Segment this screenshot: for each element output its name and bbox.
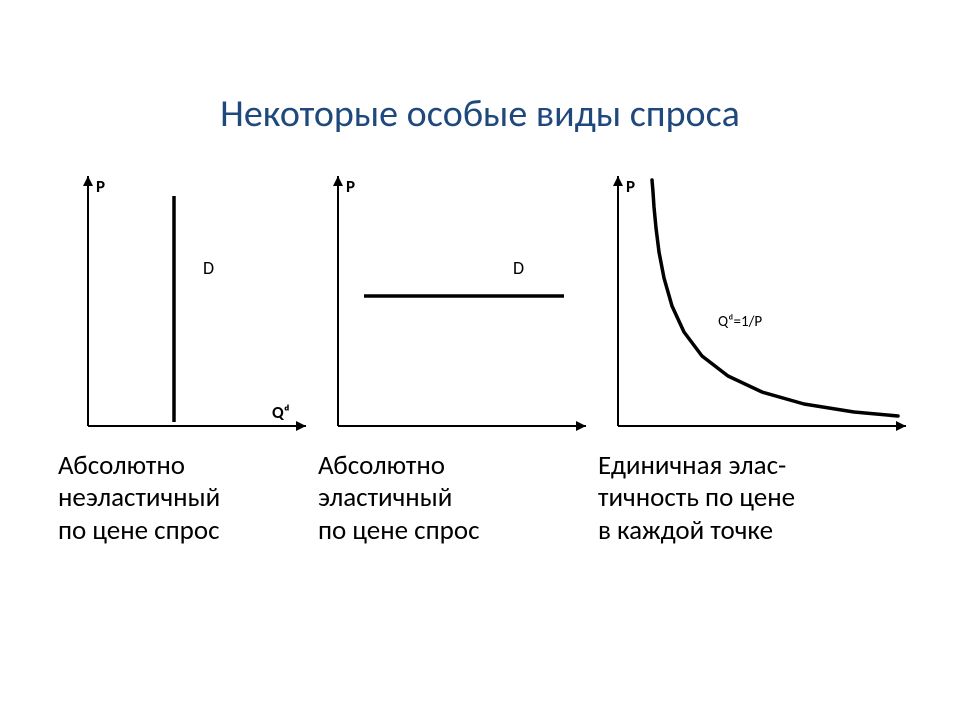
chart-caption-unit-elastic: Единичная элас-тичность по ценев каждой … bbox=[598, 450, 898, 547]
caption-line: по цене спрос bbox=[318, 515, 558, 547]
chart-caption-elastic: Абсолютноэластичныйпо цене спрос bbox=[318, 450, 558, 547]
caption-line: Единичная элас- bbox=[598, 450, 898, 482]
chart-unit-elastic-svg: P Qᵈ=1/P bbox=[598, 162, 918, 452]
slide-page: { "slide": { "title": "Некоторые особые … bbox=[0, 0, 960, 720]
chart-elastic-svg: PD bbox=[318, 162, 598, 452]
chart-caption-inelastic: Абсолютнонеэластичныйпо цене спрос bbox=[58, 450, 298, 547]
caption-line: неэластичный bbox=[58, 482, 298, 514]
chart-elastic: PDАбсолютноэластичныйпо цене спрос bbox=[318, 162, 598, 452]
curve-formula: Qᵈ=1/P bbox=[718, 313, 762, 331]
axis-y-label: P bbox=[626, 176, 635, 197]
caption-line: Абсолютно bbox=[318, 450, 558, 482]
curve-label: D bbox=[203, 257, 214, 279]
caption-line: тичность по цене bbox=[598, 482, 898, 514]
axis-x-label: Qᵈ bbox=[272, 402, 290, 423]
axis-y-label: P bbox=[96, 176, 105, 197]
curve-label: D bbox=[513, 257, 524, 279]
chart-inelastic: PQᵈDАбсолютнонеэластичныйпо цене спрос bbox=[58, 162, 318, 452]
caption-line: Абсолютно bbox=[58, 450, 298, 482]
axis-y-label: P bbox=[346, 176, 355, 197]
caption-line: по цене спрос bbox=[58, 515, 298, 547]
caption-line: в каждой точке bbox=[598, 515, 898, 547]
chart-unit-elastic: PQᵈ=1/PЕдиничная элас-тичность по ценев … bbox=[598, 162, 918, 452]
caption-line: эластичный bbox=[318, 482, 558, 514]
chart-inelastic-svg: P Qᵈ D bbox=[58, 162, 318, 452]
slide-title: Некоторые особые виды спроса bbox=[0, 91, 960, 137]
charts-row: PQᵈDАбсолютнонеэластичныйпо цене спросPD… bbox=[0, 162, 960, 562]
